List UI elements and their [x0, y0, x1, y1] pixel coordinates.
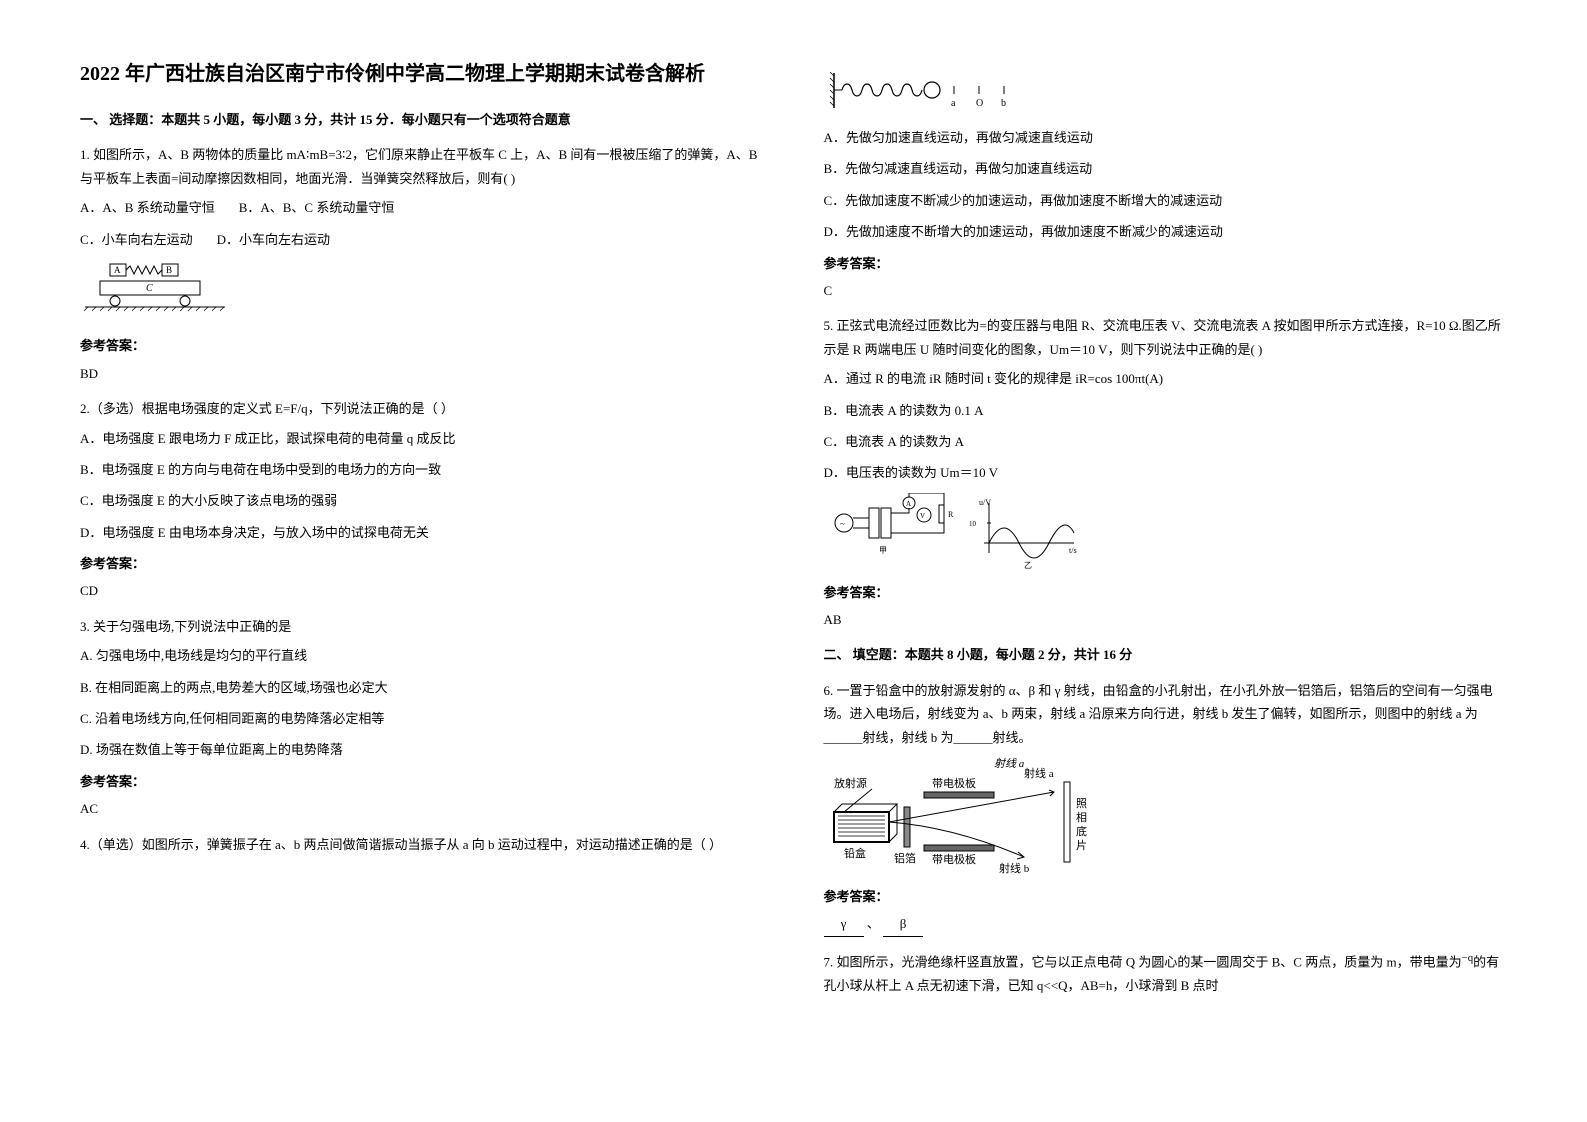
- q3-opt-b: B. 在相同距离上的两点,电势差大的区域,场强也必定大: [80, 676, 764, 699]
- q6-blank-b: β: [883, 912, 923, 936]
- label-plate1: 带电极板: [932, 776, 976, 790]
- q5-answer: AB: [824, 608, 1508, 631]
- question-4-options: A．先做匀加速直线运动，再做匀减速直线运动 B．先做匀减速直线运动，再做匀加速直…: [824, 126, 1508, 302]
- q2-answer-label: 参考答案：: [80, 552, 764, 575]
- q3-opt-a: A. 匀强电场中,电场线是均匀的平行直线: [80, 644, 764, 667]
- q3-answer-label: 参考答案：: [80, 770, 764, 793]
- label-source: 放射源: [834, 776, 867, 790]
- svg-text:R: R: [948, 510, 954, 519]
- q1-options-row2: C．小车向右左运动 D．小车向左右运动: [80, 228, 764, 251]
- q6-sep: 、: [867, 916, 880, 931]
- q1-opt-d: D．小车向左右运动: [217, 228, 330, 251]
- q4-answer-label: 参考答案：: [824, 252, 1508, 275]
- label-screen3: 底: [1076, 824, 1087, 838]
- q1-opt-c: C．小车向右左运动: [80, 228, 193, 251]
- q4-text: 4.（单选）如图所示，弹簧振子在 a、b 两点间做简谐振动当振子从 a 向 b …: [80, 833, 764, 856]
- q5-opt-a: A．通过 R 的电流 iR 随时间 t 变化的规律是 iR=cos 100πt(…: [824, 367, 1508, 390]
- q4-diagram: a O b: [824, 68, 1508, 118]
- q3-text: 3. 关于匀强电场,下列说法中正确的是: [80, 615, 764, 638]
- section1-heading: 一、 选择题：本题共 5 小题，每小题 3 分，共计 15 分．每小题只有一个选…: [80, 108, 764, 131]
- q6-diagram: 放射源 铅盒 铝箔 带电极板 带电极板 射线 a: [824, 757, 1508, 877]
- svg-text:V: V: [920, 512, 925, 520]
- q2-opt-a: A．电场强度 E 跟电场力 F 成正比，跟试探电荷的电荷量 q 成反比: [80, 427, 764, 450]
- q4-opt-a: A．先做匀加速直线运动，再做匀减速直线运动: [824, 126, 1508, 149]
- left-column: 2022 年广西壮族自治区南宁市伶俐中学高二物理上学期期末试卷含解析 一、 选择…: [80, 60, 764, 1007]
- question-3: 3. 关于匀强电场,下列说法中正确的是 A. 匀强电场中,电场线是均匀的平行直线…: [80, 615, 764, 821]
- svg-text:10: 10: [969, 520, 977, 528]
- q6-answer-label: 参考答案：: [824, 885, 1508, 908]
- question-6: 6. 一置于铅盒中的放射源发射的 α、β 和 γ 射线，由铅盒的小孔射出，在小孔…: [824, 679, 1508, 937]
- q3-opt-d: D. 场强在数值上等于每单位距离上的电势降落: [80, 738, 764, 761]
- label-box: 铅盒: [844, 846, 866, 860]
- q4-opt-c: C．先做加速度不断减少的加速运动，再做加速度不断增大的减速运动: [824, 189, 1508, 212]
- svg-text:乙: 乙: [1024, 561, 1032, 570]
- q7-text-p1: 7. 如图所示，光滑绝缘杆竖直放置，它与以正点电荷 Q 为圆心的某一圆周交于 B…: [824, 954, 1462, 969]
- label-raya: 射线 a: [1024, 766, 1054, 780]
- right-column: a O b A．先做匀加速直线运动，再做匀减速直线运动 B．先做匀减速直线运动，…: [824, 60, 1508, 1007]
- q1-opt-b: B．A、B、C 系统动量守恒: [239, 196, 395, 219]
- label-b: b: [1001, 98, 1006, 109]
- exam-page: 2022 年广西壮族自治区南宁市伶俐中学高二物理上学期期末试卷含解析 一、 选择…: [80, 60, 1507, 1007]
- q2-answer: CD: [80, 579, 764, 602]
- svg-text:A: A: [114, 265, 121, 275]
- svg-text:射线 a: 射线 a: [994, 757, 1025, 770]
- q1-answer-label: 参考答案：: [80, 334, 764, 357]
- q6-text: 6. 一置于铅盒中的放射源发射的 α、β 和 γ 射线，由铅盒的小孔射出，在小孔…: [824, 679, 1508, 749]
- q1-text: 1. 如图所示，A、B 两物体的质量比 mA∶mB=3∶2，它们原来静止在平板车…: [80, 143, 764, 190]
- svg-text:u/V: u/V: [979, 498, 991, 507]
- q5-answer-label: 参考答案：: [824, 581, 1508, 604]
- question-4-start: 4.（单选）如图所示，弹簧振子在 a、b 两点间做简谐振动当振子从 a 向 b …: [80, 833, 764, 856]
- label-screen2: 相: [1076, 811, 1087, 824]
- q1-diagram: A B C: [80, 259, 764, 326]
- label-plate2: 带电极板: [932, 852, 976, 866]
- q2-text: 2.（多选）根据电场强度的定义式 E=F/q，下列说法正确的是（ ）: [80, 397, 764, 420]
- q3-answer: AC: [80, 797, 764, 820]
- question-2: 2.（多选）根据电场强度的定义式 E=F/q，下列说法正确的是（ ） A．电场强…: [80, 397, 764, 603]
- q5-diagram: ~ A V R 甲 u/V t/s: [824, 493, 1508, 573]
- svg-text:~: ~: [840, 519, 845, 529]
- q6-blank-a: γ: [824, 912, 864, 936]
- q5-opt-b: B．电流表 A 的读数为 0.1 A: [824, 399, 1508, 422]
- section2-heading: 二、 填空题：本题共 8 小题，每小题 2 分，共计 16 分: [824, 643, 1508, 666]
- q5-text: 5. 正弦式电流经过匝数比为=的变压器与电阻 R、交流电压表 V、交流电流表 A…: [824, 314, 1508, 361]
- q4-opt-b: B．先做匀减速直线运动，再做匀加速直线运动: [824, 157, 1508, 180]
- question-5: 5. 正弦式电流经过匝数比为=的变压器与电阻 R、交流电压表 V、交流电流表 A…: [824, 314, 1508, 631]
- label-screen1: 照: [1076, 797, 1087, 810]
- q6-answer: γ 、 β: [824, 912, 1508, 936]
- svg-text:B: B: [166, 265, 172, 275]
- q2-opt-b: B．电场强度 E 的方向与电荷在电场中受到的电场力的方向一致: [80, 458, 764, 481]
- question-7: 7. 如图所示，光滑绝缘杆竖直放置，它与以正点电荷 Q 为圆心的某一圆周交于 B…: [824, 949, 1508, 997]
- label-foil: 铝箔: [894, 851, 916, 865]
- q3-opt-c: C. 沿着电场线方向,任何相同距离的电势降落必定相等: [80, 707, 764, 730]
- exam-title: 2022 年广西壮族自治区南宁市伶俐中学高二物理上学期期末试卷含解析: [80, 60, 764, 88]
- q7-text: 7. 如图所示，光滑绝缘杆竖直放置，它与以正点电荷 Q 为圆心的某一圆周交于 B…: [824, 949, 1508, 997]
- svg-text:C: C: [146, 283, 153, 294]
- q1-options-row1: A．A、B 系统动量守恒 B．A、B、C 系统动量守恒: [80, 196, 764, 219]
- label-screen4: 片: [1076, 839, 1087, 852]
- svg-text:t/s: t/s: [1069, 546, 1077, 555]
- q2-opt-d: D．电场强度 E 由电场本身决定，与放入场中的试探电荷无关: [80, 521, 764, 544]
- q2-opt-c: C．电场强度 E 的大小反映了该点电场的强弱: [80, 489, 764, 512]
- q4-opt-d: D．先做加速度不断增大的加速运动，再做加速度不断减少的减速运动: [824, 220, 1508, 243]
- q5-opt-d: D．电压表的读数为 Um＝10 V: [824, 461, 1508, 484]
- label-o: O: [976, 98, 983, 109]
- q5-opt-c: C．电流表 A 的读数为 A: [824, 430, 1508, 453]
- svg-text:甲: 甲: [879, 546, 887, 555]
- q1-opt-a: A．A、B 系统动量守恒: [80, 196, 215, 219]
- question-1: 1. 如图所示，A、B 两物体的质量比 mA∶mB=3∶2，它们原来静止在平板车…: [80, 143, 764, 385]
- svg-text:A: A: [906, 500, 911, 508]
- q4-answer: C: [824, 279, 1508, 302]
- q1-answer: BD: [80, 362, 764, 385]
- label-a: a: [951, 98, 956, 109]
- label-rayb: 射线 b: [999, 861, 1030, 875]
